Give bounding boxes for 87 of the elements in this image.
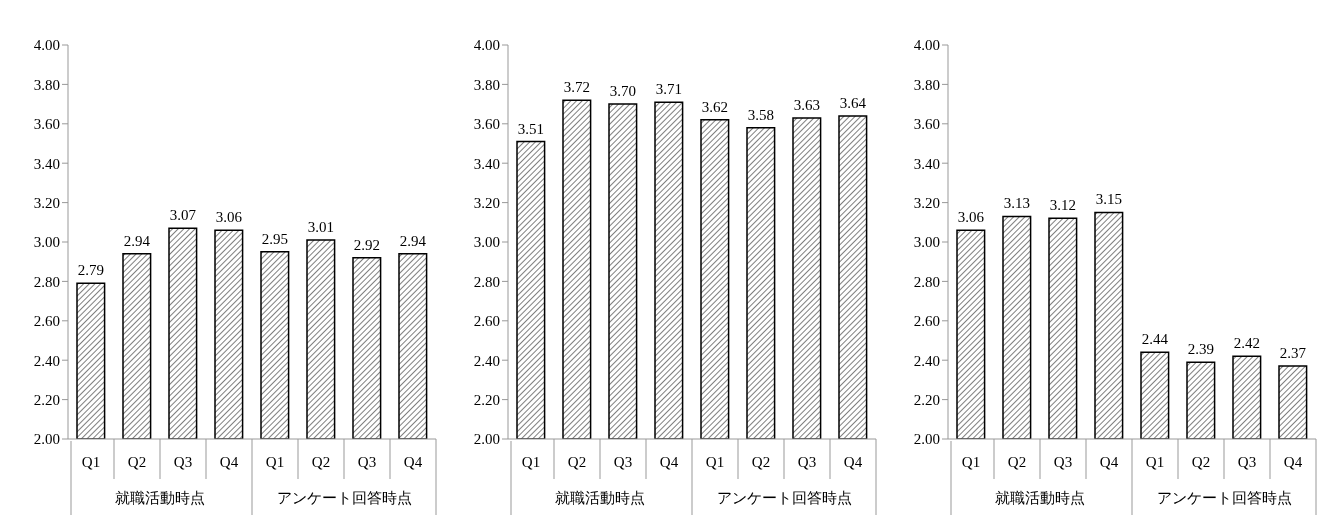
y-tick-label: 3.60 [33, 116, 60, 133]
x-tick-label: Q1 [521, 454, 541, 470]
x-tick-label: Q3 [173, 454, 193, 470]
y-tick-label: 2.00 [473, 431, 500, 448]
y-tick-label: 2.40 [473, 352, 500, 369]
data-label: 3.06 [957, 209, 985, 226]
data-label: 3.01 [307, 219, 334, 236]
y-tick-label: 3.60 [473, 116, 500, 133]
data-label: 2.94 [123, 232, 151, 249]
data-label: 3.70 [609, 83, 636, 100]
x-tick-label: Q3 [1237, 454, 1257, 470]
y-tick-label: 3.40 [473, 155, 500, 172]
y-tick-label: 4.00 [33, 37, 60, 54]
data-label: 2.94 [399, 232, 427, 249]
data-label: 3.58 [747, 106, 774, 123]
x-tick-label: Q4 [403, 454, 423, 470]
x-tick-label: Q2 [311, 454, 331, 470]
data-label: 3.13 [1003, 195, 1030, 212]
y-tick-label: 2.80 [33, 273, 60, 290]
y-tick-label: 3.40 [33, 155, 60, 172]
y-tick-label: 3.40 [913, 155, 940, 172]
x-tick-label: Q2 [751, 454, 771, 470]
y-tick-label: 2.80 [913, 273, 940, 290]
x-tick-label: Q3 [613, 454, 633, 470]
y-tick-label: 3.00 [913, 234, 940, 251]
data-label: 3.07 [169, 207, 197, 224]
text: 就職活動時点 [555, 490, 645, 506]
data-label: 3.71 [655, 81, 682, 98]
y-tick-label: 3.80 [913, 76, 940, 93]
text: 就職活動時点 [115, 490, 205, 506]
x-tick-label: Q1 [961, 454, 981, 470]
y-tick-label: 2.40 [33, 352, 60, 369]
text: 就職活動時点 [995, 490, 1085, 506]
x-tick-label: Q1 [81, 454, 101, 470]
data-label: 2.42 [1233, 335, 1260, 352]
y-tick-label: 2.20 [913, 391, 940, 408]
data-label: 3.63 [793, 96, 820, 113]
data-label: 3.62 [701, 98, 728, 115]
text: アンケート回答時点 [276, 490, 412, 506]
text: アンケート回答時点 [1156, 490, 1292, 506]
y-tick-label: 2.20 [33, 391, 60, 408]
y-tick-label: 4.00 [913, 37, 940, 54]
x-tick-label: Q4 [659, 454, 679, 470]
y-tick-label: 3.20 [33, 194, 60, 211]
y-tick-label: 2.80 [473, 273, 500, 290]
x-tick-label: Q2 [567, 454, 587, 470]
x-tick-label: Q4 [1099, 454, 1119, 470]
y-tick-label: 2.60 [33, 313, 60, 330]
data-label: 2.92 [353, 236, 380, 253]
data-label: 2.79 [77, 262, 104, 279]
y-tick-label: 2.00 [33, 431, 60, 448]
y-tick-label: 3.20 [473, 194, 500, 211]
y-tick-label: 3.80 [33, 76, 60, 93]
data-label: 3.51 [517, 120, 544, 137]
y-tick-label: 3.60 [913, 116, 940, 133]
y-tick-label: 2.00 [913, 431, 940, 448]
data-label: 3.12 [1049, 197, 1076, 214]
y-tick-label: 3.80 [473, 76, 500, 93]
y-tick-label: 3.00 [473, 234, 500, 251]
data-label: 3.06 [215, 209, 243, 226]
y-tick-label: 3.00 [33, 234, 60, 251]
x-tick-label: Q2 [1191, 454, 1211, 470]
x-tick-label: Q2 [127, 454, 147, 470]
text: アンケート回答時点 [716, 490, 852, 506]
data-label: 2.39 [1187, 341, 1214, 358]
x-tick-label: Q2 [1007, 454, 1027, 470]
x-tick-label: Q4 [1283, 454, 1303, 470]
y-tick-label: 2.60 [913, 313, 940, 330]
data-label: 3.72 [563, 79, 590, 96]
x-tick-label: Q3 [1053, 454, 1073, 470]
y-tick-label: 2.20 [473, 391, 500, 408]
y-tick-label: 4.00 [473, 37, 500, 54]
data-label: 2.37 [1279, 345, 1307, 362]
y-tick-label: 2.40 [913, 352, 940, 369]
x-tick-label: Q1 [265, 454, 285, 470]
y-tick-label: 3.20 [913, 194, 940, 211]
data-label: 3.64 [839, 94, 867, 111]
y-tick-label: 2.60 [473, 313, 500, 330]
x-tick-label: Q4 [843, 454, 863, 470]
data-label: 3.15 [1095, 191, 1122, 208]
data-label: 2.95 [261, 230, 288, 247]
data-label: 2.44 [1141, 331, 1169, 348]
x-tick-label: Q1 [1145, 454, 1165, 470]
x-tick-label: Q1 [705, 454, 725, 470]
x-tick-label: Q4 [219, 454, 239, 470]
x-tick-label: Q3 [357, 454, 377, 470]
x-tick-label: Q3 [797, 454, 817, 470]
